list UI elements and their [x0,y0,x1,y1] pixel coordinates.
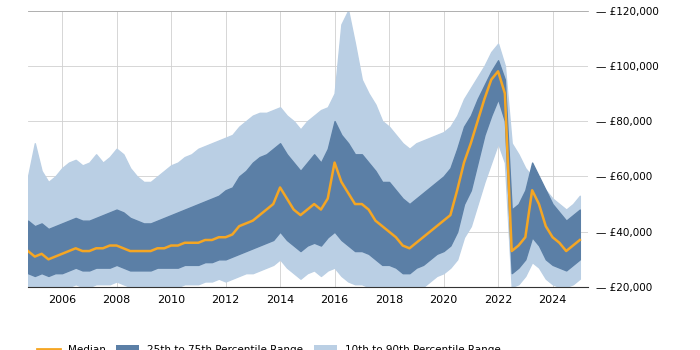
Legend: Median, 25th to 75th Percentile Range, 10th to 90th Percentile Range: Median, 25th to 75th Percentile Range, 1… [32,341,505,350]
